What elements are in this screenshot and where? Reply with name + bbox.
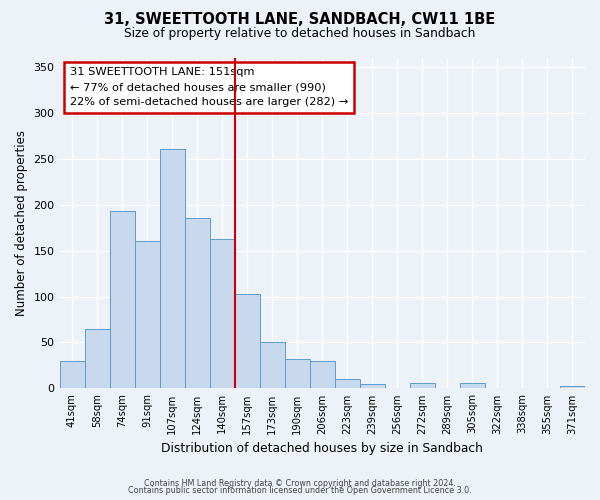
Bar [185, 218, 209, 388]
Text: 31 SWEETTOOTH LANE: 151sqm
← 77% of detached houses are smaller (990)
22% of sem: 31 SWEETTOOTH LANE: 151sqm ← 77% of deta… [70, 68, 349, 107]
Text: 31, SWEETTOOTH LANE, SANDBACH, CW11 1BE: 31, SWEETTOOTH LANE, SANDBACH, CW11 1BE [104, 12, 496, 28]
Bar [110, 211, 134, 388]
Text: Size of property relative to detached houses in Sandbach: Size of property relative to detached ho… [124, 28, 476, 40]
Bar [410, 383, 435, 388]
Text: Contains HM Land Registry data © Crown copyright and database right 2024.: Contains HM Land Registry data © Crown c… [144, 478, 456, 488]
Bar [85, 328, 110, 388]
Bar [460, 383, 485, 388]
Bar [59, 361, 85, 388]
Bar [310, 361, 335, 388]
Bar [335, 379, 360, 388]
Bar [235, 294, 260, 388]
Text: Contains public sector information licensed under the Open Government Licence 3.: Contains public sector information licen… [128, 486, 472, 495]
Bar [260, 342, 285, 388]
X-axis label: Distribution of detached houses by size in Sandbach: Distribution of detached houses by size … [161, 442, 483, 455]
Bar [209, 238, 235, 388]
Bar [560, 386, 585, 388]
Bar [134, 242, 160, 388]
Y-axis label: Number of detached properties: Number of detached properties [15, 130, 28, 316]
Bar [360, 384, 385, 388]
Bar [160, 148, 185, 388]
Bar [285, 359, 310, 388]
